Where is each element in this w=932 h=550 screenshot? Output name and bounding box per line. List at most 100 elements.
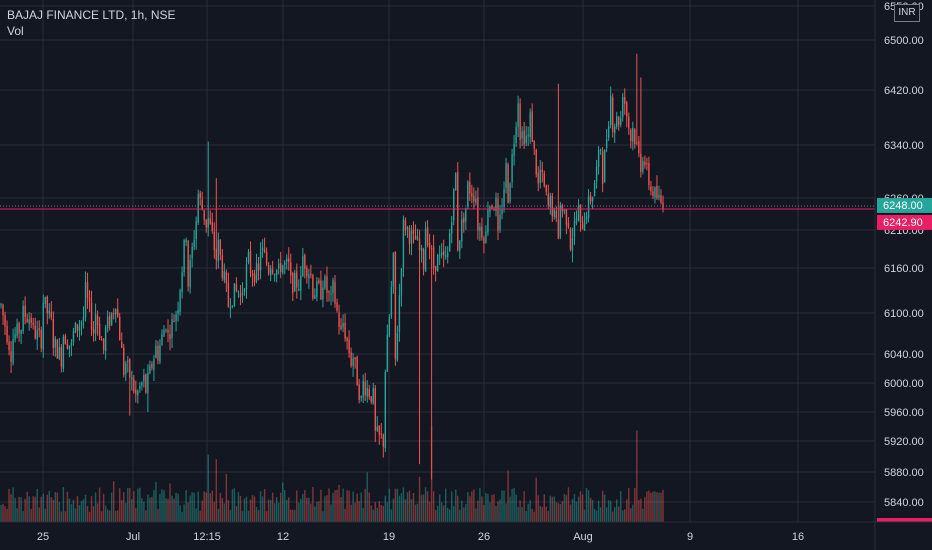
candle-body [404,219,407,231]
candle-body [400,269,403,296]
candle-body [308,274,310,278]
candle-body [94,314,97,334]
candle-body [171,319,173,338]
candle-body [76,324,79,331]
volume-bar [312,487,314,522]
volume-bar [555,502,558,522]
candle-body [149,365,151,374]
volume-bar [255,506,258,522]
volume-bar [76,496,79,522]
volume-bar [314,506,316,522]
volume-bar [117,510,119,522]
volume-bar [74,508,77,522]
candle-body [2,304,4,316]
currency-badge[interactable]: INR [894,4,920,22]
volume-bar [34,496,36,522]
candle-body [44,296,46,304]
volume-bar [499,499,501,522]
volume-bar [654,491,656,522]
candle-body [10,351,12,362]
candle-body [189,260,191,288]
volume-bar [386,502,389,522]
volume-bar [147,494,149,522]
candle-body [199,192,201,199]
volume-bar [139,487,141,522]
candle-body [175,314,177,322]
candle-body [334,281,336,304]
volume-bar [231,489,234,522]
candle-body [318,280,320,283]
candle-body [507,164,509,203]
volume-bar [284,490,286,522]
volume-bar [591,499,594,522]
candle-body [324,276,326,288]
candle-body [402,219,405,268]
candle-body [442,250,445,256]
volume-bar [440,502,443,522]
volume-bar [328,488,330,522]
candle-body [406,227,409,229]
volume-bar [611,511,614,522]
volume-bar [4,506,6,522]
candle-body [533,140,535,149]
volume-bar [382,505,385,522]
candle-body [396,333,399,361]
candle-body [229,306,232,309]
candle-body [241,292,244,295]
volume-bar [64,511,67,522]
candle-body [557,219,560,239]
volume-bar [157,508,159,522]
volume-bar [656,492,658,522]
candle-body [157,346,159,361]
candle-body [609,95,612,125]
candle-body [271,269,274,273]
candle-body [539,169,541,183]
candle-body [14,334,16,340]
candle-body [650,186,652,192]
volume-bar [129,488,131,522]
x-tick-label: 12 [277,531,289,543]
volume-bar [251,495,254,522]
volume-bar [163,490,165,522]
volume-bar [426,491,429,522]
candle-body [231,305,234,307]
candle-body [414,235,417,240]
candle-body [129,359,131,378]
candle-body [438,254,441,257]
volume-bar [529,500,531,522]
candle-body [48,310,51,314]
candle-body [265,252,268,265]
volume-bar [114,510,117,522]
volume-bar [302,494,304,522]
volume-bar [167,499,169,522]
candle-body [12,339,14,364]
candle-body [521,131,523,139]
volume-bar [354,502,356,522]
price-axis[interactable]: 6550.006500.006420.006340.006260.006210.… [874,0,932,550]
candle-body [626,102,628,117]
candle-body [123,347,125,375]
candle-body [477,197,479,231]
volume-bar [40,496,42,522]
candle-body [595,166,598,182]
volume-bar [465,504,467,522]
candle-body [481,226,483,238]
volume-bar [195,508,197,522]
candle-body [430,248,433,250]
volume-bar [235,506,238,522]
volume-bar [416,503,419,522]
candle-body [225,272,228,284]
candle-body [277,263,280,269]
candle-body [34,325,36,339]
candle-body [133,378,135,392]
volume-bar [362,507,364,522]
volume-bar [8,488,10,522]
candle-body [535,149,537,175]
time-axis[interactable]: 25 Jul 12:15 12 19 26 Aug 9 16 [0,521,932,543]
volume-bar [501,490,503,522]
candle-body [390,286,393,317]
candle-body [575,218,578,224]
candle-body [597,149,600,168]
candle-body [330,293,332,295]
